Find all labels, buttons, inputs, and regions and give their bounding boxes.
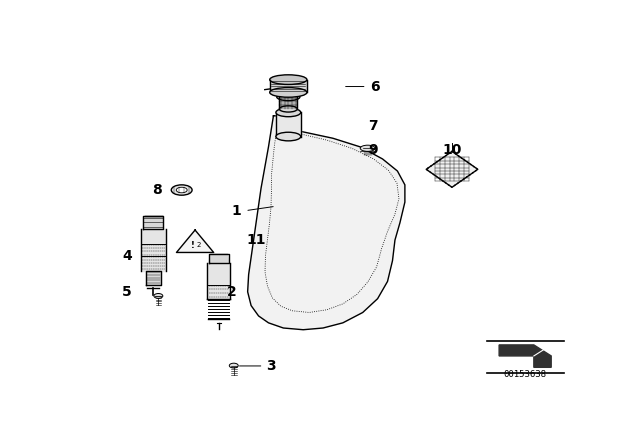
Text: !: ! <box>191 241 195 250</box>
Ellipse shape <box>269 75 307 85</box>
Text: 8: 8 <box>152 183 162 197</box>
Text: 10: 10 <box>442 143 461 157</box>
Ellipse shape <box>269 87 307 97</box>
Ellipse shape <box>276 108 301 117</box>
Ellipse shape <box>360 145 375 151</box>
Ellipse shape <box>176 187 187 193</box>
Ellipse shape <box>172 185 192 195</box>
Ellipse shape <box>276 93 300 101</box>
Ellipse shape <box>229 363 238 368</box>
Ellipse shape <box>154 293 163 298</box>
Text: 7: 7 <box>368 119 378 133</box>
Text: 11: 11 <box>246 233 266 247</box>
Text: 2: 2 <box>227 285 236 299</box>
Polygon shape <box>248 116 405 330</box>
Polygon shape <box>426 151 478 187</box>
Polygon shape <box>207 263 230 299</box>
Polygon shape <box>143 216 163 229</box>
Polygon shape <box>499 345 551 367</box>
Polygon shape <box>280 97 297 109</box>
Text: 3: 3 <box>266 359 276 373</box>
Text: 1: 1 <box>232 204 241 218</box>
Text: 00153638: 00153638 <box>504 370 547 379</box>
Ellipse shape <box>280 106 297 112</box>
Ellipse shape <box>276 89 300 96</box>
Ellipse shape <box>276 132 301 141</box>
Text: 6: 6 <box>371 80 380 94</box>
Text: 2: 2 <box>197 242 201 248</box>
Polygon shape <box>177 230 214 253</box>
Text: 5: 5 <box>122 285 132 299</box>
Text: 4: 4 <box>122 249 132 263</box>
Polygon shape <box>269 80 307 92</box>
Text: 9: 9 <box>368 143 378 157</box>
Polygon shape <box>276 112 301 137</box>
Polygon shape <box>141 229 166 271</box>
Polygon shape <box>146 271 161 285</box>
Polygon shape <box>209 254 229 263</box>
